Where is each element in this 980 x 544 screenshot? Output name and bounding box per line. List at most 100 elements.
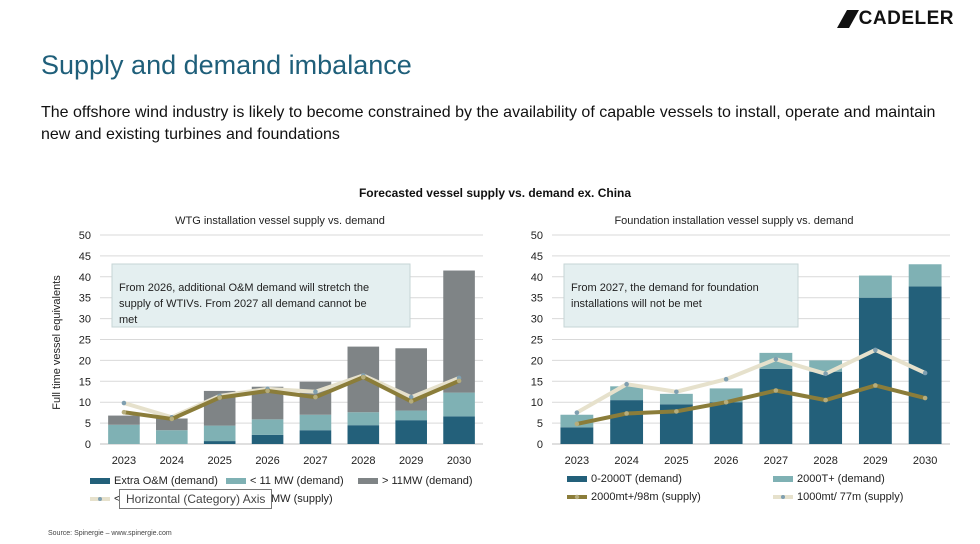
foundation-line-1-point-2023	[574, 421, 580, 427]
wtg-y-axis-label: Full time vessel equivalents	[51, 275, 63, 410]
foundation-x-tick-label: 2024	[614, 455, 638, 467]
foundation-line-1-point-2025	[674, 409, 679, 414]
wtg-bar-0-2026	[251, 434, 284, 444]
foundation-line-0	[575, 347, 926, 415]
wtg-callout-text: From 2026, additional O&M demand will st…	[119, 282, 369, 326]
wtg-y-tick-label: 10	[79, 397, 91, 409]
wtg-bar-0-2028	[347, 425, 380, 444]
wtg-bar-0-2030	[443, 416, 475, 444]
wtg-x-tick-label: 2029	[399, 455, 423, 467]
legend-label: 2000T+ (demand)	[797, 473, 885, 485]
foundation-legend-item-0: 0-2000T (demand)	[567, 473, 682, 485]
legend-label-tail: MW (supply)	[271, 493, 333, 505]
foundation-y-tick-label: 0	[537, 439, 543, 451]
foundation-line-0-point-2024	[624, 381, 629, 387]
foundation-y-tick-label: 10	[531, 397, 543, 409]
wtg-y-tick-label: 5	[85, 418, 91, 430]
foundation-x-tick-label: 2023	[565, 455, 589, 467]
foundation-bar-1-2030	[908, 264, 942, 287]
foundation-line-1-point-2029	[873, 383, 878, 388]
wtg-line-1-point-2027	[313, 394, 318, 400]
foundation-bar-0-2023	[560, 427, 594, 444]
legend-label-lead: <	[114, 493, 121, 505]
wtg-x-tick-label: 2027	[303, 455, 327, 467]
wtg-legend-item-0: Extra O&M (demand)	[90, 475, 218, 487]
wtg-bar-0-2029	[395, 420, 427, 444]
wtg-callout-box	[111, 263, 411, 328]
wtg-y-tick-label: 30	[79, 314, 91, 326]
wtg-x-tick-label: 2026	[255, 455, 279, 467]
foundation-callout-text: From 2027, the demand for foundation inst…	[571, 282, 759, 310]
wtg-bar-1-2028	[347, 412, 380, 426]
foundation-x-tick-label: 2028	[813, 455, 837, 467]
wtg-bar-2-2024	[156, 418, 188, 431]
axis-tooltip: Horizontal (Category) Axis	[119, 489, 273, 509]
wtg-line-1	[123, 375, 460, 421]
foundation-line-0-point-2028	[823, 371, 828, 377]
wtg-line-1-point-2025	[217, 395, 222, 400]
foundation-line-0-point-2023	[574, 410, 580, 415]
foundation-y-tick-label: 50	[531, 230, 543, 242]
wtg-x-tick-label: 2024	[160, 455, 184, 467]
source-note: Source: Spinergie – www.spinergie.com	[48, 530, 172, 537]
wtg-line-0-point-2029	[408, 394, 414, 400]
wtg-y-tick-label: 35	[79, 293, 91, 305]
wtg-bar-1-2027	[299, 414, 332, 431]
foundation-line-0-point-2030	[922, 370, 928, 376]
wtg-y-tick-label: 0	[85, 439, 91, 451]
foundation-bar-1-2024	[610, 386, 644, 401]
wtg-bar-1-2023	[108, 424, 140, 444]
legend-swatch	[90, 478, 110, 484]
foundation-line-1-point-2026	[723, 399, 729, 405]
wtg-chart-title: WTG installation vessel supply vs. deman…	[175, 215, 385, 227]
foundation-line-0-point-2027	[773, 356, 779, 362]
foundation-y-tick-label: 5	[537, 418, 543, 430]
foundation-line-1-point-2024	[624, 411, 629, 416]
wtg-x-tick-label: 2025	[207, 455, 231, 467]
foundation-x-tick-label: 2030	[913, 455, 937, 467]
wtg-bar-2-2030	[443, 270, 475, 393]
wtg-line-0-point-2023	[121, 400, 127, 406]
foundation-line-0-point-2029	[873, 347, 878, 353]
legend-line-swatch	[90, 497, 110, 501]
wtg-x-tick-label: 2023	[112, 455, 136, 467]
foundation-y-tick-label: 15	[531, 376, 543, 388]
wtg-y-tick-label: 25	[79, 335, 91, 347]
foundation-line-1-point-2027	[773, 388, 779, 393]
wtg-y-tick-label: 40	[79, 272, 91, 284]
wtg-bar-0-2025	[203, 441, 236, 444]
foundation-bar-1-2029	[858, 275, 892, 298]
legend-label: 0-2000T (demand)	[591, 473, 682, 485]
foundation-line-0-point-2025	[674, 389, 679, 395]
wtg-bar-1-2024	[156, 430, 188, 444]
wtg-legend-item-1: < 11 MW (demand)	[226, 475, 344, 487]
wtg-line-1-point-2023	[121, 409, 127, 415]
page-title: Supply and demand imbalance	[41, 50, 412, 80]
legend-swatch	[567, 476, 587, 482]
foundation-x-tick-label: 2025	[664, 455, 688, 467]
legend-label: 2000mt+/98m (supply)	[591, 491, 701, 503]
wtg-bar-1-2029	[395, 410, 427, 421]
legend-line-swatch	[773, 495, 793, 499]
foundation-callout-box	[563, 263, 799, 328]
foundation-bar-1-2028	[809, 360, 843, 372]
foundation-bar-0-2029	[858, 297, 892, 444]
wtg-line-1-point-2030	[456, 378, 462, 384]
foundation-x-tick-label: 2027	[764, 455, 788, 467]
foundation-y-tick-label: 35	[531, 293, 543, 305]
logo-mark-icon	[836, 10, 859, 28]
wtg-bar-2-2023	[108, 415, 140, 425]
wtg-line-1-point-2024	[169, 416, 175, 422]
wtg-legend-item-2: > 11MW (demand)	[358, 475, 473, 487]
wtg-bar-1-2026	[251, 419, 284, 435]
wtg-y-tick-label: 20	[79, 355, 91, 367]
foundation-line-0-point-2026	[723, 376, 729, 382]
foundation-y-tick-label: 40	[531, 272, 543, 284]
wtg-y-tick-label: 15	[79, 376, 91, 388]
foundation-y-tick-label: 45	[531, 251, 543, 263]
wtg-line-1-point-2029	[408, 399, 414, 404]
legend-label: Extra O&M (demand)	[114, 475, 218, 487]
legend-label: 1000mt/ 77m (supply)	[797, 491, 904, 503]
foundation-bar-0-2028	[809, 371, 843, 444]
wtg-bar-0-2027	[299, 430, 332, 444]
